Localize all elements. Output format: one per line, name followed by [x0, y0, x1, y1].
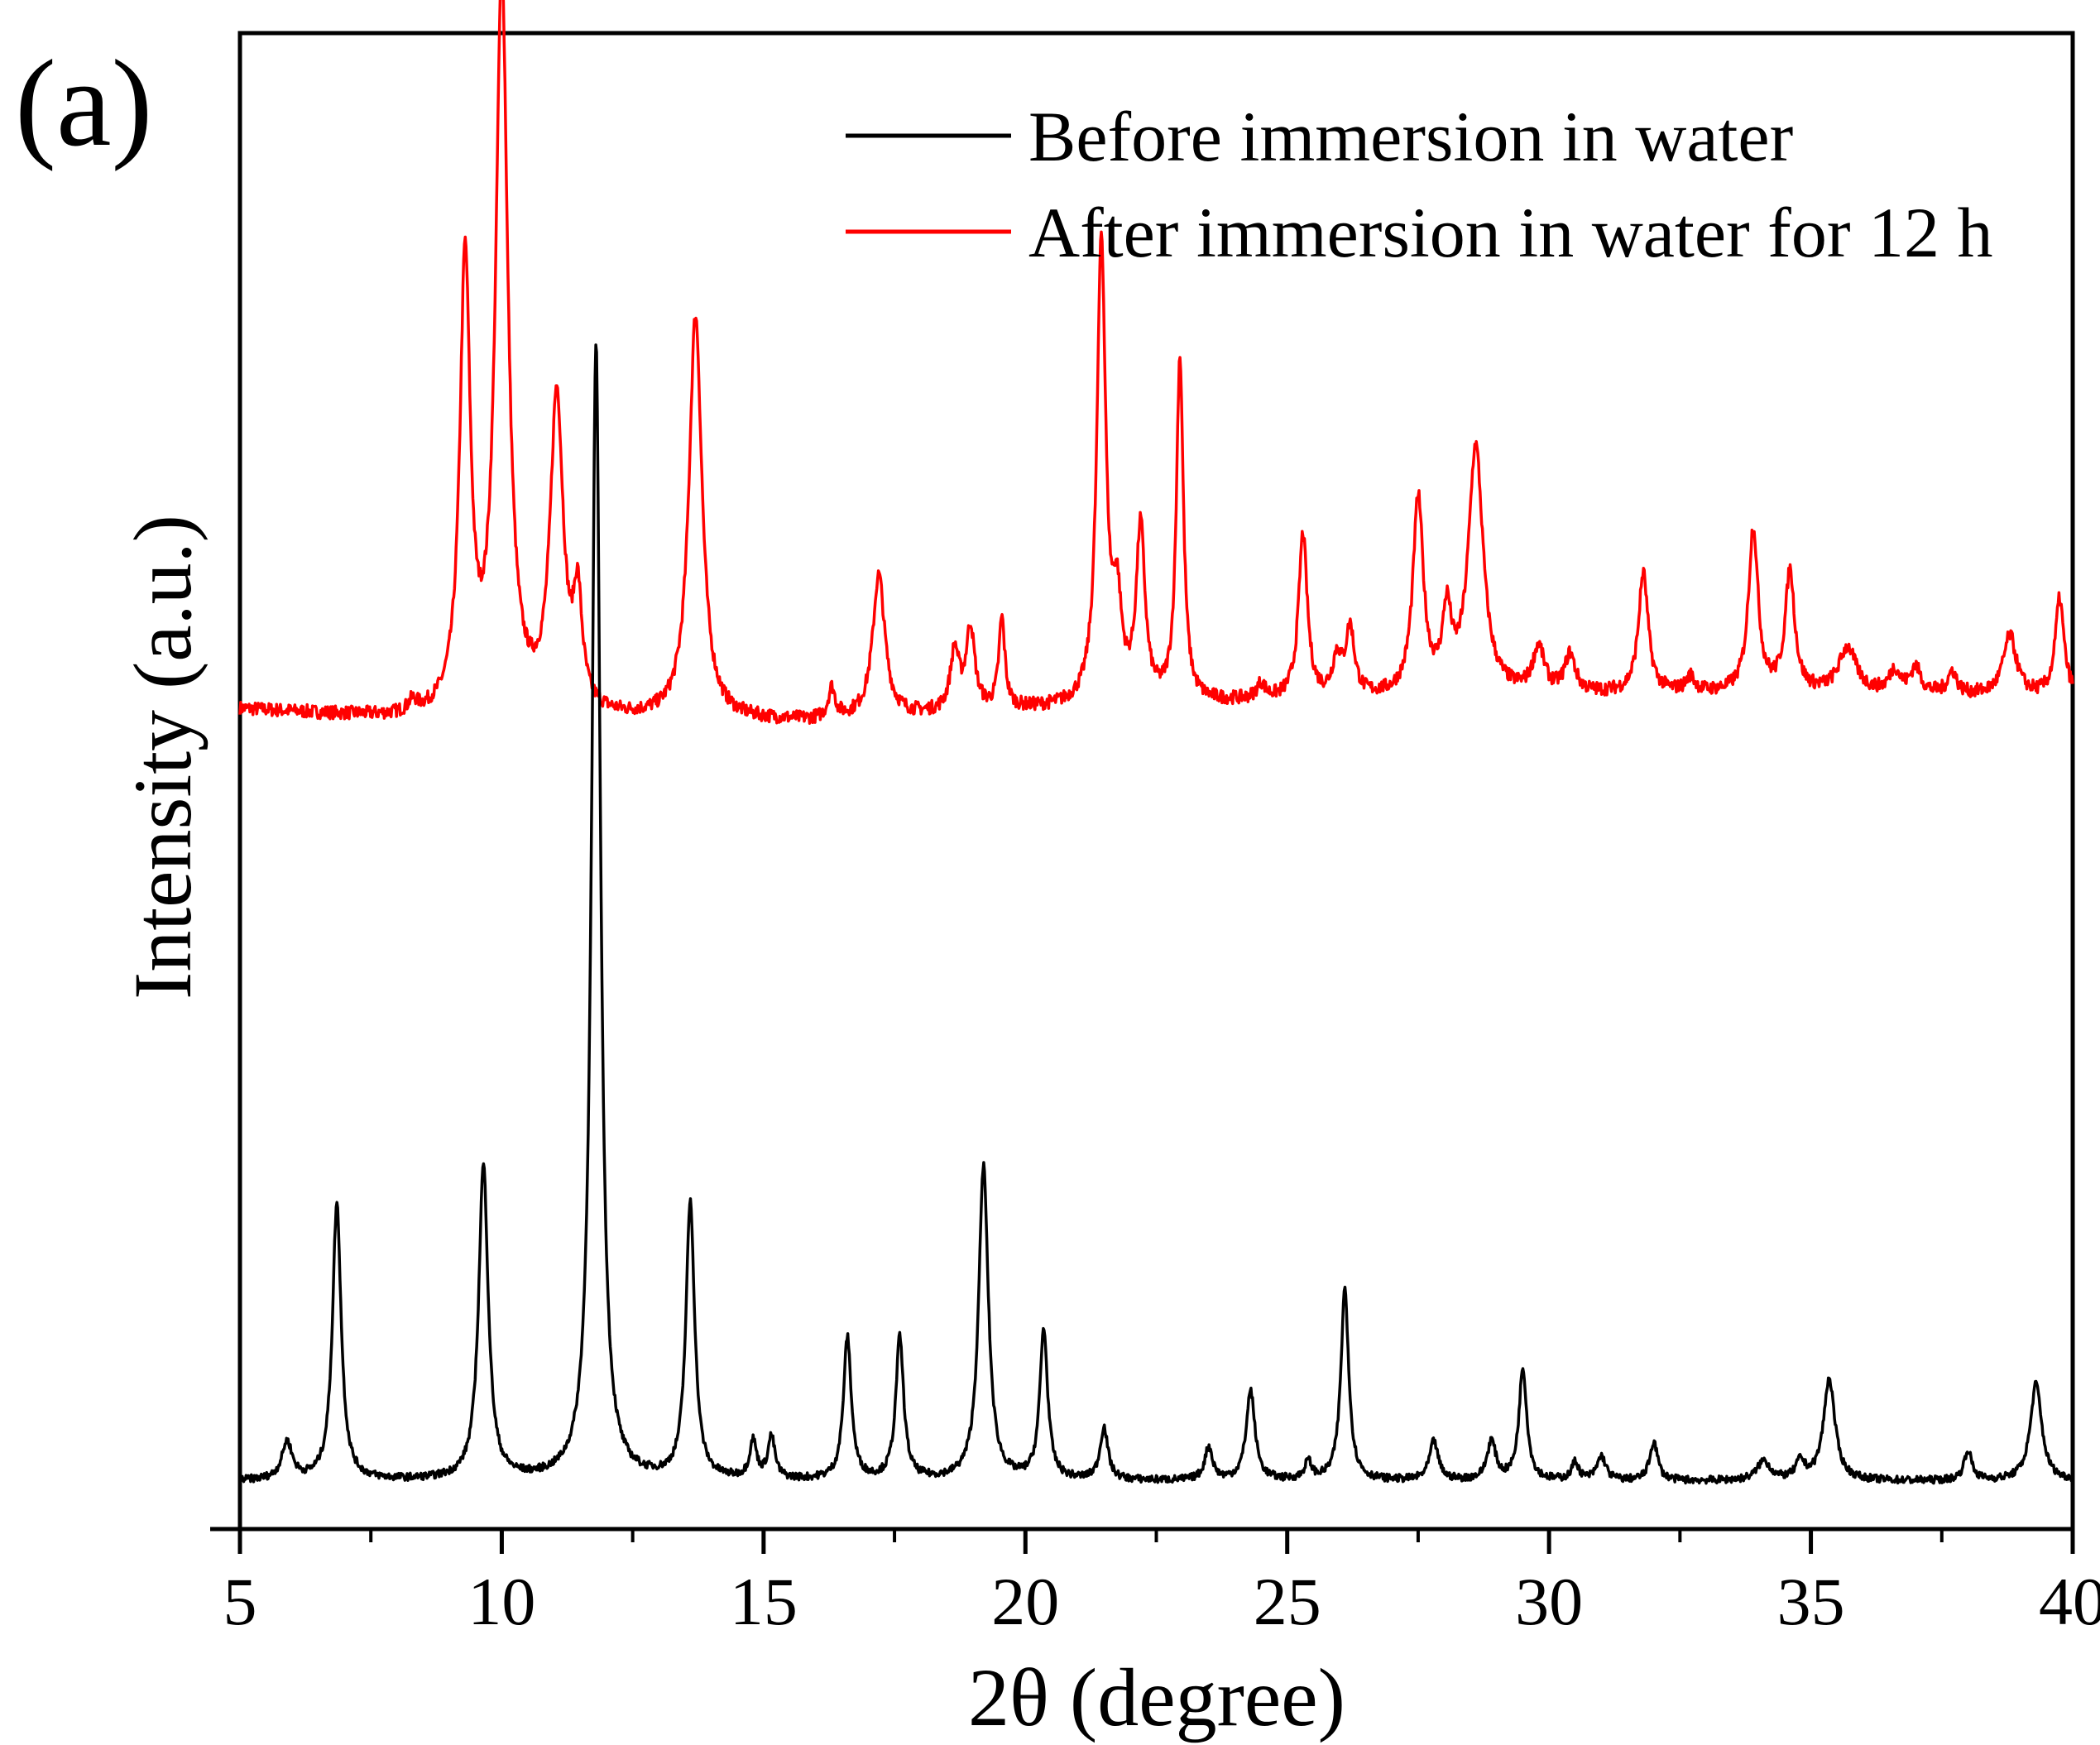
legend: Before immersion in water After immersio… [846, 97, 1992, 272]
x-tick-label: 25 [1254, 1564, 1321, 1639]
x-axis-label: 2θ (degree) [968, 1652, 1345, 1743]
legend-label-after: After immersion in water for 12 h [1028, 193, 1992, 272]
series-line-before-immersion [238, 343, 2074, 1485]
x-axis: 5 10 15 20 25 30 35 40 [223, 1529, 2100, 1639]
x-tick-label: 20 [991, 1564, 1059, 1639]
series-line-after-immersion [238, 0, 2074, 725]
x-tick-label: 10 [467, 1564, 535, 1639]
x-tick-label: 15 [730, 1564, 798, 1639]
x-tick-label: 30 [1515, 1564, 1583, 1639]
x-tick-label: 5 [223, 1564, 257, 1639]
legend-label-before: Before immersion in water [1028, 97, 1793, 176]
y-axis-label: Intensity (a.u.) [117, 515, 209, 1000]
x-tick-label: 40 [2039, 1564, 2100, 1639]
series-layer [238, 0, 2074, 1485]
x-tick-label: 35 [1777, 1564, 1845, 1639]
panel-label: (a) [15, 35, 152, 172]
